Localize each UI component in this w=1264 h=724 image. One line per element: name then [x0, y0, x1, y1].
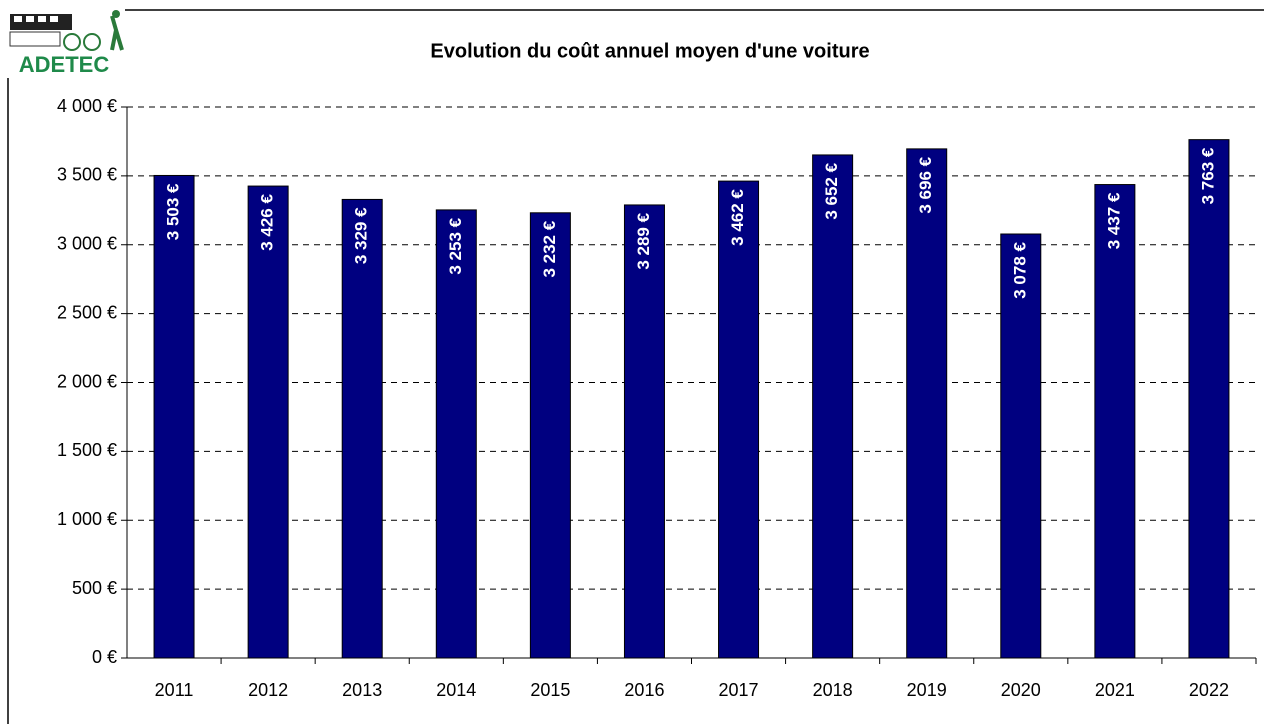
x-tick-label: 2017 [719, 680, 759, 700]
bar [435, 209, 477, 659]
x-tick-label: 2019 [907, 680, 947, 700]
y-tick-label: 3 500 € [57, 165, 117, 185]
x-tick-label: 2012 [248, 680, 288, 700]
y-tick-label: 2 000 € [57, 371, 117, 391]
value-label: 3 329 € [352, 207, 371, 264]
logo-text: ADETEC [19, 52, 110, 77]
y-tick-label: 500 € [72, 578, 117, 598]
bar [1094, 184, 1136, 659]
x-tick-label: 2020 [1001, 680, 1041, 700]
x-tick-label: 2011 [155, 680, 194, 700]
bar [906, 148, 948, 659]
value-label: 3 426 € [258, 194, 277, 251]
bar [153, 174, 195, 659]
y-tick-label: 0 € [92, 647, 117, 667]
x-tick-label: 2015 [530, 680, 570, 700]
bar [623, 204, 665, 659]
bar [1188, 139, 1230, 659]
value-label: 3 462 € [728, 189, 747, 246]
bar [529, 212, 571, 659]
chart-title: Evolution du coût annuel moyen d'une voi… [430, 40, 869, 62]
x-tick-label: 2013 [342, 680, 382, 700]
logo-icon [9, 10, 124, 51]
x-tick-label: 2021 [1095, 680, 1135, 700]
value-label: 3 652 € [822, 162, 841, 219]
bar [812, 154, 854, 659]
value-label: 3 763 € [1198, 147, 1217, 204]
y-tick-label: 1 500 € [57, 440, 117, 460]
value-label: 3 078 € [1010, 241, 1029, 298]
y-tick-label: 4 000 € [57, 96, 117, 116]
value-label: 3 253 € [446, 217, 465, 274]
value-label: 3 503 € [164, 183, 183, 240]
x-tick-label: 2022 [1189, 680, 1229, 700]
x-tick-label: 2016 [624, 680, 664, 700]
x-tick-label: 2014 [436, 680, 476, 700]
y-tick-label: 3 000 € [57, 234, 117, 254]
y-tick-label: 2 500 € [57, 302, 117, 322]
y-tick-label: 1 000 € [57, 509, 117, 529]
bar [1000, 233, 1042, 659]
x-tick-label: 2018 [813, 680, 853, 700]
value-label: 3 232 € [540, 220, 559, 277]
bar [718, 180, 760, 659]
value-label: 3 696 € [916, 156, 935, 213]
value-label: 3 437 € [1104, 192, 1123, 249]
bar [341, 198, 383, 659]
value-label: 3 289 € [634, 212, 653, 269]
bar [247, 185, 289, 659]
